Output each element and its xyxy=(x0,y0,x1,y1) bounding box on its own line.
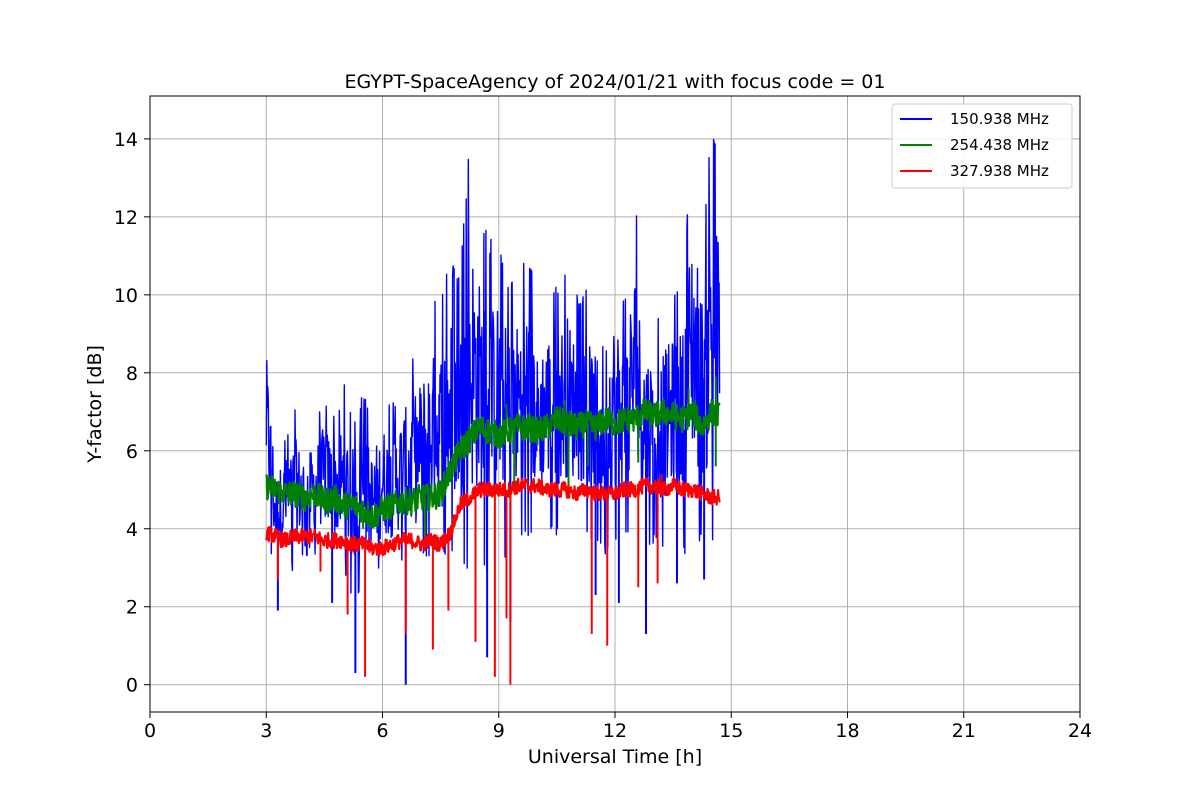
y-tick-label: 4 xyxy=(126,519,138,541)
chart-title: EGYPT-SpaceAgency of 2024/01/21 with foc… xyxy=(345,71,886,93)
y-tick-label: 12 xyxy=(114,207,138,229)
x-tick-label: 24 xyxy=(1068,720,1092,742)
x-tick-label: 21 xyxy=(952,720,976,742)
y-tick-label: 10 xyxy=(114,285,138,307)
x-tick-label: 6 xyxy=(376,720,388,742)
x-tick-label: 12 xyxy=(603,720,627,742)
x-tick-label: 3 xyxy=(260,720,272,742)
legend-entry: 150.938 MHz xyxy=(950,110,1049,128)
x-axis-label: Universal Time [h] xyxy=(528,746,702,768)
legend: 150.938 MHz 254.438 MHz 327.938 MHz xyxy=(891,103,1073,189)
legend-entry: 327.938 MHz xyxy=(950,162,1049,180)
series-line xyxy=(265,477,721,557)
y-tick-label: 0 xyxy=(126,675,138,697)
series-2 xyxy=(265,474,721,685)
x-tick-label: 15 xyxy=(719,720,743,742)
series-line xyxy=(265,138,721,594)
y-tick-label: 8 xyxy=(126,363,138,385)
y-tick-label: 2 xyxy=(126,597,138,619)
y-tick-label: 6 xyxy=(126,441,138,463)
series-1 xyxy=(265,376,721,545)
y-axis-label: Y-factor [dB] xyxy=(84,345,106,464)
x-tick-label: 0 xyxy=(144,720,156,742)
y-tick-label: 14 xyxy=(114,129,138,151)
legend-box xyxy=(891,103,1073,189)
series-line xyxy=(265,398,721,529)
legend-entry: 254.438 MHz xyxy=(950,136,1049,154)
x-tick-label: 18 xyxy=(835,720,859,742)
plot-area xyxy=(265,138,721,685)
x-tick-label: 9 xyxy=(493,720,505,742)
